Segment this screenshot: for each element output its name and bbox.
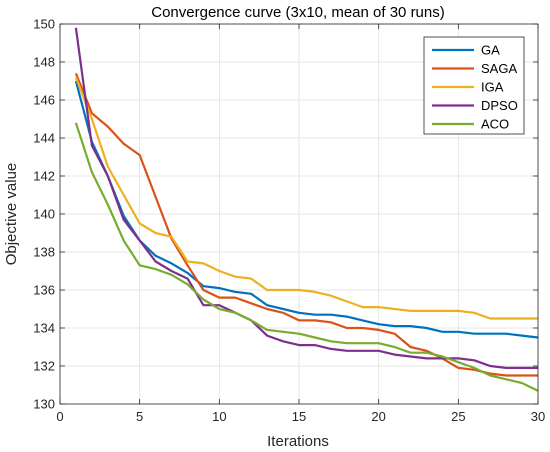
legend-label-ga: GA [481, 43, 500, 58]
y-tick-label: 148 [33, 55, 55, 70]
legend-label-aco: ACO [481, 117, 509, 132]
x-tick-label: 15 [292, 409, 306, 424]
x-axis-ticks: 0 5 10 15 20 25 30 [56, 24, 545, 424]
legend-label-iga: IGA [481, 80, 504, 95]
y-axis-label: Objective value [3, 163, 20, 266]
x-tick-label: 5 [136, 409, 143, 424]
legend-label-dpso: DPSO [481, 98, 518, 113]
y-tick-label: 142 [33, 169, 55, 184]
y-tick-label: 130 [33, 397, 55, 412]
x-tick-label: 10 [212, 409, 226, 424]
legend-label-saga: SAGA [481, 61, 517, 76]
chart-title: Convergence curve (3x10, mean of 30 runs… [151, 4, 445, 21]
y-tick-label: 136 [33, 283, 55, 298]
series-line-aco [74, 122, 539, 392]
y-tick-label: 134 [33, 321, 55, 336]
y-tick-label: 146 [33, 93, 55, 108]
y-tick-label: 132 [33, 359, 55, 374]
series-line-ga [74, 80, 539, 339]
y-tick-label: 150 [33, 17, 55, 32]
legend: GA SAGA IGA DPSO ACO [423, 36, 525, 135]
y-axis-ticks: 130 132 134 136 138 140 142 144 146 148 150 [33, 17, 538, 412]
x-tick-label: 30 [531, 409, 545, 424]
series-lines [74, 27, 539, 392]
y-tick-label: 140 [33, 207, 55, 222]
series-line-saga [74, 72, 538, 377]
x-tick-label: 25 [451, 409, 465, 424]
x-tick-label: 0 [56, 409, 63, 424]
series-line-dpso [74, 27, 538, 369]
x-tick-label: 20 [371, 409, 385, 424]
y-tick-label: 138 [33, 245, 55, 260]
legend-box [423, 36, 525, 135]
series-line-iga [74, 76, 538, 320]
y-tick-label: 144 [33, 131, 55, 146]
x-axis-label: Iterations [267, 433, 329, 450]
